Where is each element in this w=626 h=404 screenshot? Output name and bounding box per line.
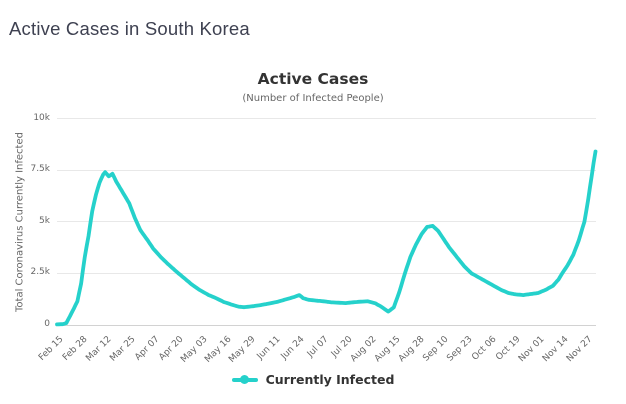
y-tick-label: 5k xyxy=(39,215,50,226)
y-tick-label: 7.5k xyxy=(30,164,50,175)
chart-subtitle: (Number of Infected People) xyxy=(242,93,384,104)
legend-item-currently-infected[interactable]: Currently Infected xyxy=(231,372,395,387)
line-series-marker-icon xyxy=(231,375,258,385)
currently-infected-line[interactable] xyxy=(55,149,598,327)
y-gridline xyxy=(57,221,596,223)
chart-title: Active Cases xyxy=(257,70,369,88)
page-title: Active Cases in South Korea xyxy=(9,18,250,39)
y-gridline xyxy=(57,169,596,171)
legend: Currently Infected xyxy=(0,372,626,387)
x-axis-line xyxy=(57,324,596,326)
y-gridline xyxy=(57,118,596,119)
y-tick-label: 0 xyxy=(44,319,50,329)
y-gridline xyxy=(57,272,596,274)
y-tick-label: 10k xyxy=(33,112,50,123)
legend-label: Currently Infected xyxy=(265,372,395,387)
y-tick-label: 2.5k xyxy=(30,267,50,278)
